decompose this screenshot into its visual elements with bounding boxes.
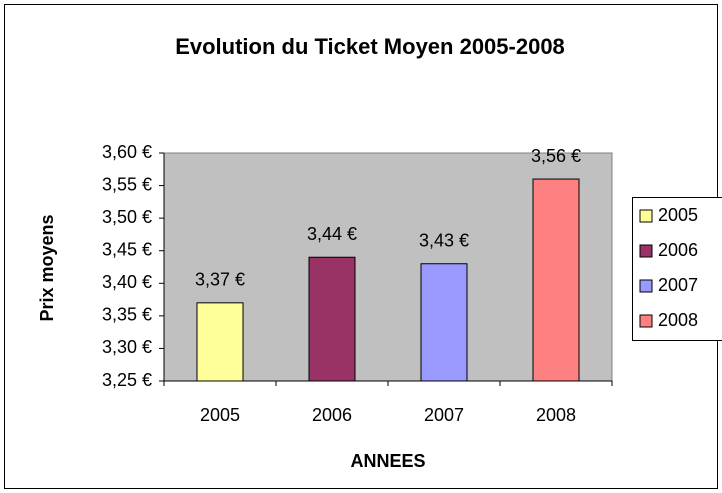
legend-swatch — [639, 244, 653, 258]
y-axis-label: Prix moyens — [37, 214, 57, 321]
y-tick-label: 3,50 € — [102, 207, 152, 227]
legend-swatch — [639, 279, 653, 293]
y-tick-label: 3,25 € — [102, 370, 152, 390]
x-tick-label: 2006 — [312, 405, 352, 425]
legend-label: 2006 — [658, 240, 698, 260]
legend-swatch — [639, 314, 653, 328]
value-label: 3,37 € — [195, 270, 245, 290]
y-tick-label: 3,45 € — [102, 239, 152, 259]
x-tick-label: 2007 — [424, 405, 464, 425]
y-tick-label: 3,40 € — [102, 272, 152, 292]
chart-title: Evolution du Ticket Moyen 2005-2008 — [175, 34, 565, 59]
x-tick-label: 2005 — [200, 405, 240, 425]
bar — [308, 256, 356, 382]
bar — [532, 178, 580, 382]
y-tick-label: 3,35 € — [102, 305, 152, 325]
value-label: 3,43 € — [419, 230, 469, 250]
value-label: 3,44 € — [307, 224, 357, 244]
bar — [420, 263, 468, 382]
y-tick-label: 3,30 € — [102, 337, 152, 357]
x-axis-label: ANNEES — [350, 451, 425, 471]
value-label: 3,56 € — [531, 146, 581, 166]
legend-swatch — [639, 209, 653, 223]
y-tick-label: 3,60 € — [102, 142, 152, 162]
y-tick-label: 3,55 € — [102, 174, 152, 194]
bar — [196, 302, 244, 382]
x-tick-label: 2008 — [536, 405, 576, 425]
legend-label: 2005 — [658, 205, 698, 225]
legend-label: 2007 — [658, 275, 698, 295]
legend-label: 2008 — [658, 310, 698, 330]
